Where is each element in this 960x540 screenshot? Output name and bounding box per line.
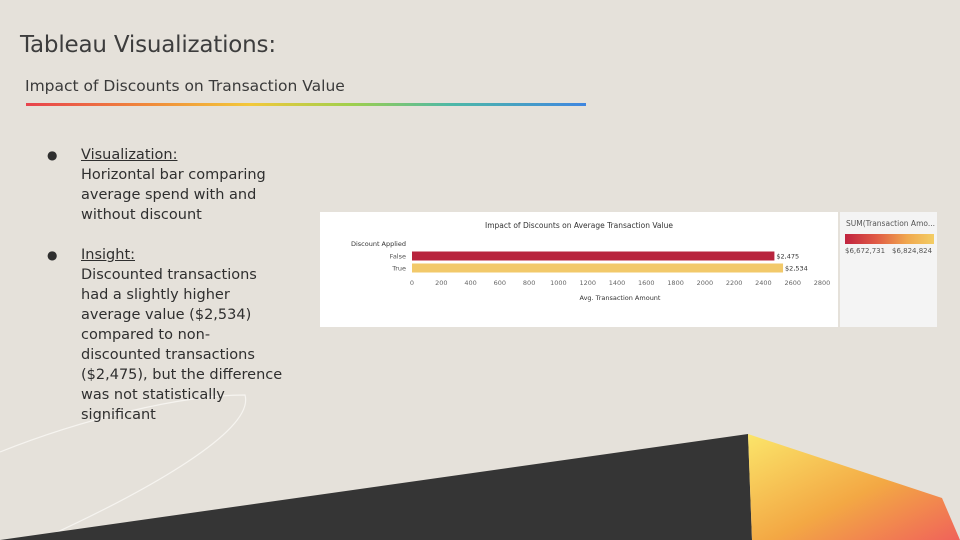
x-tick-label: 2800 (814, 279, 831, 287)
x-tick-label: 1800 (667, 279, 684, 287)
slide-title: Tableau Visualizations: (20, 32, 276, 58)
bullet-dot-icon: ● (47, 148, 58, 162)
bullet-dot-icon: ● (47, 248, 58, 262)
x-tick-label: 2200 (726, 279, 743, 287)
decorative-curve (0, 394, 247, 540)
bullet-list: ● Visualization: Horizontal bar comparin… (45, 145, 285, 445)
x-tick-label: 600 (494, 279, 506, 287)
bullet-heading: Insight: (81, 247, 136, 263)
chart-title: Impact of Discounts on Average Transacti… (485, 221, 673, 230)
x-tick-label: 0 (410, 279, 414, 287)
data-label-true: $2,534 (785, 264, 808, 272)
bar-chart: Impact of Discounts on Average Transacti… (351, 221, 831, 302)
chart-card: Impact of Discounts on Average Transacti… (320, 212, 838, 327)
x-tick-label: 1200 (579, 279, 596, 287)
x-tick-label: 2400 (755, 279, 772, 287)
gradient-wedge-shape (748, 434, 960, 540)
bullet-text: Horizontal bar comparing average spend w… (81, 167, 266, 223)
x-tick-label: 200 (435, 279, 447, 287)
category-label-false: False (390, 252, 406, 260)
bar-false[interactable] (412, 251, 775, 261)
x-tick-label: 1600 (638, 279, 655, 287)
x-tick-label: 400 (464, 279, 476, 287)
legend-color-ramp (845, 234, 934, 244)
color-legend[interactable]: SUM(Transaction Amo... $6,672,731 $6,824… (840, 212, 937, 327)
bullet-visualization: ● Visualization: Horizontal bar comparin… (45, 145, 285, 225)
legend-title: SUM(Transaction Amo... (846, 219, 935, 228)
x-tick-label: 1400 (609, 279, 626, 287)
legend-max-label: $6,824,824 (892, 247, 933, 255)
x-tick-label: 1000 (550, 279, 567, 287)
x-tick-label: 800 (523, 279, 535, 287)
category-label-true: True (391, 264, 406, 272)
bar-true[interactable] (412, 263, 784, 273)
legend-min-label: $6,672,731 (845, 247, 886, 255)
bullet-text: Discounted transactions had a slightly h… (81, 267, 283, 423)
y-axis-title: Discount Applied (351, 240, 406, 248)
x-tick-label: 2000 (697, 279, 714, 287)
bullet-insight: ● Insight: Discounted transactions had a… (45, 245, 285, 425)
x-tick-label: 2600 (784, 279, 801, 287)
dark-wedge-shape (0, 434, 752, 540)
slide-subtitle: Impact of Discounts on Transaction Value (25, 77, 345, 95)
data-label-false: $2,475 (776, 252, 799, 260)
x-axis-title: Avg. Transaction Amount (580, 294, 661, 302)
bullet-heading: Visualization: (81, 147, 178, 163)
rainbow-divider (26, 103, 586, 106)
